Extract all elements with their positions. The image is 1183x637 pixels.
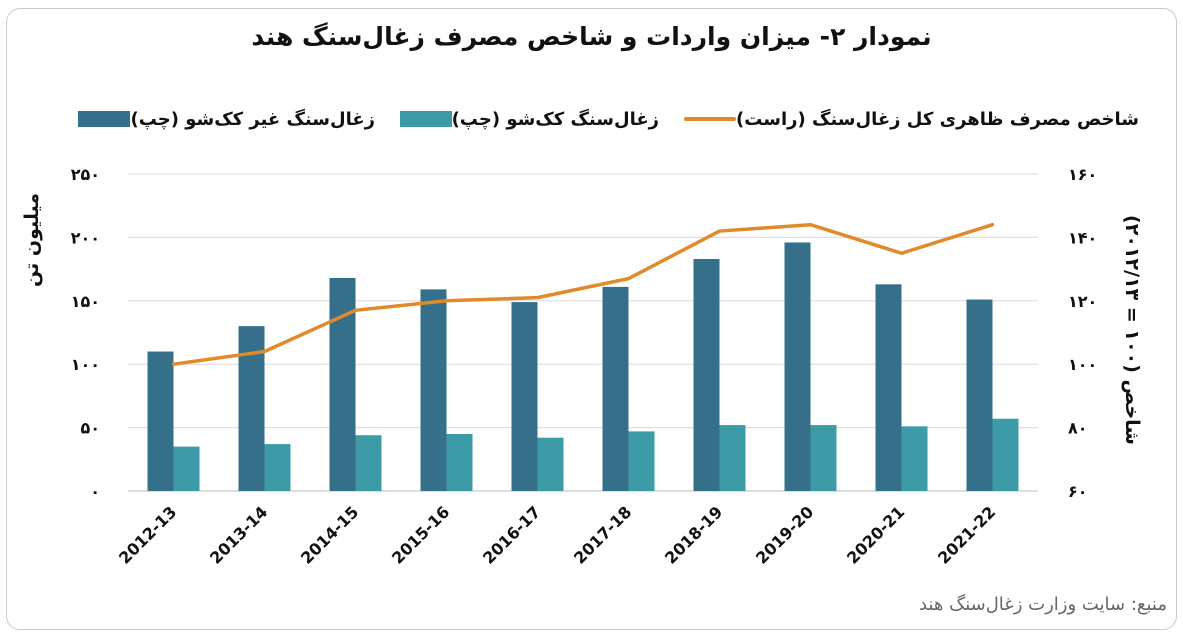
y-right-tick-label: ۱۴۰ [1068, 228, 1097, 247]
bar-coking [992, 418, 1019, 491]
bar-noncoking [147, 351, 174, 491]
x-tick-label: 2014-15 [297, 502, 362, 567]
y-left-tick-label: ۰ [90, 482, 100, 501]
bar-noncoking [329, 277, 356, 491]
y-right-axis-title: شاخص (۱۰۰ = ۲۰۱۲/۱۳) [1121, 215, 1143, 445]
legend-item-noncoking: زغال‌سنگ غیر کک‌شو (چپ) [68, 104, 375, 134]
bar-noncoking [875, 284, 902, 491]
x-tick-label: 2013-14 [206, 502, 271, 567]
y-right-tick-label: ۱۰۰ [1068, 355, 1097, 374]
y-left-axis-title: میلیون تن [21, 193, 43, 287]
x-tick-label: 2016-17 [479, 502, 544, 567]
legend-item-coking: زغال‌سنگ کک‌شو (چپ) [390, 104, 659, 134]
bar-noncoking [420, 289, 447, 491]
chart-legend: شاخص مصرف ظاهری کل زغال‌سنگ (راست) زغال‌… [0, 104, 1183, 134]
y-right-tick-label: ۶۰ [1068, 482, 1088, 501]
x-tick-label: 2015-16 [388, 502, 453, 567]
bar-coking [264, 444, 291, 491]
bar-noncoking [966, 299, 993, 491]
bar-coking [537, 437, 564, 491]
bar-coking [901, 426, 928, 491]
x-tick-label: 2021-22 [934, 502, 999, 567]
line-index-series [171, 222, 995, 366]
legend-swatch-index [684, 117, 736, 121]
y-right-tick-label: ۱۲۰ [1068, 292, 1097, 311]
y-right-tick-label: ۸۰ [1068, 419, 1088, 438]
bar-noncoking [784, 242, 811, 491]
bar-coking [355, 435, 382, 491]
legend-item-index: شاخص مصرف ظاهری کل زغال‌سنگ (راست) [674, 104, 1139, 134]
x-tick-label: 2018-19 [661, 502, 726, 567]
bar-coking [173, 446, 200, 491]
y-right-tick-label: ۱۶۰ [1068, 165, 1097, 184]
bar-noncoking [511, 302, 538, 491]
x-tick-label: 2012-13 [115, 502, 180, 567]
bar-coking [446, 433, 473, 491]
y-left-tick-label: ۲۰۰ [71, 228, 100, 247]
chart-title: نمودار ۲- میزان واردات و شاخص مصرف زغال‌… [251, 22, 932, 51]
y-left-tick-label: ۲۵۰ [71, 165, 100, 184]
x-tick-label: 2019-20 [752, 502, 817, 567]
x-tick-label: 2017-18 [570, 502, 635, 567]
x-tick-label: 2020-21 [843, 502, 908, 567]
legend-label-noncoking: زغال‌سنگ غیر کک‌شو (چپ) [130, 108, 375, 130]
y-left-tick-label: ۵۰ [80, 419, 100, 438]
legend-swatch-noncoking [78, 111, 131, 127]
legend-swatch-coking [399, 111, 452, 127]
legend-label-coking: زغال‌سنگ کک‌شو (چپ) [451, 108, 659, 130]
bar-coking [810, 425, 837, 491]
y-left-tick-label: ۱۰۰ [71, 355, 100, 374]
y-left-tick-label: ۱۵۰ [71, 292, 100, 311]
legend-label-index: شاخص مصرف ظاهری کل زغال‌سنگ (راست) [736, 108, 1139, 130]
bar-coking [719, 425, 746, 491]
bar-noncoking [602, 286, 629, 491]
bar-coking [628, 431, 655, 491]
source-note: منبع: سایت وزارت زغال‌سنگ هند [919, 594, 1167, 615]
bar-noncoking [693, 258, 720, 491]
